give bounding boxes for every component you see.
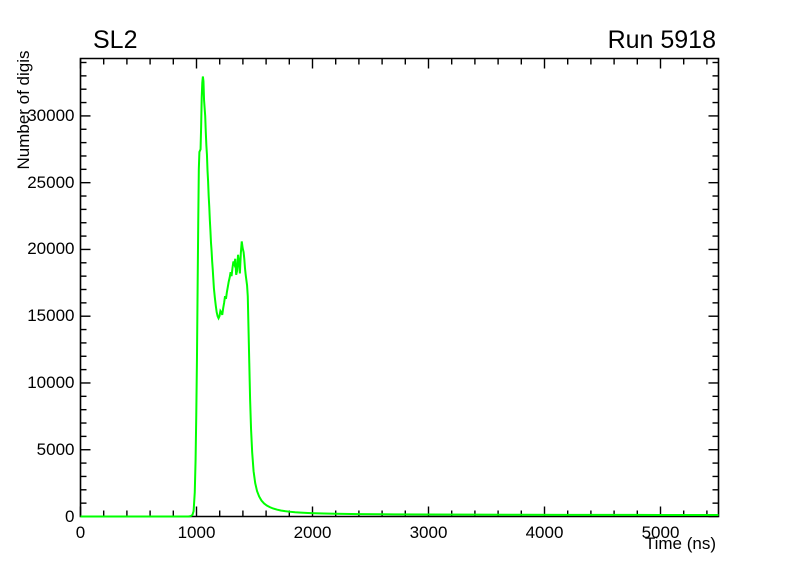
x-tick-label: 0 <box>75 522 86 542</box>
x-axis-ticks <box>79 58 708 517</box>
axis-frame <box>79 57 720 518</box>
x-tick-label: 2000 <box>293 522 332 542</box>
y-tick-label: 20000 <box>27 239 75 259</box>
y-tick-label: 0 <box>65 506 75 526</box>
x-tick-label: 1000 <box>177 522 216 542</box>
x-tick-label: 4000 <box>525 522 564 542</box>
x-axis-title: Time (ns) <box>644 534 716 553</box>
plot-title-right: Run 5918 <box>607 26 716 54</box>
y-tick-label: 10000 <box>27 372 75 392</box>
y-axis-ticks <box>80 61 719 518</box>
y-tick-label: 30000 <box>27 105 75 125</box>
y-tick-label: 5000 <box>36 439 75 459</box>
x-tick-label: 5000 <box>641 522 680 542</box>
y-tick-label: 25000 <box>27 172 75 192</box>
data-curve <box>80 76 719 518</box>
plot-title-left: SL2 <box>93 26 138 54</box>
x-tick-label: 3000 <box>409 522 448 542</box>
y-tick-label: 15000 <box>27 306 75 326</box>
